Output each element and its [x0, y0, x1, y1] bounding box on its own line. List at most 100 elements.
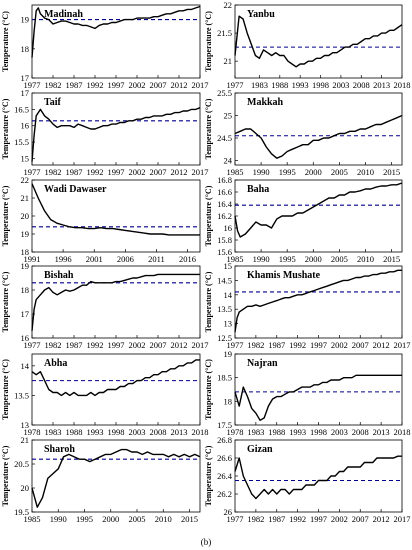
- x-tick-label: 1983: [251, 80, 268, 90]
- x-tick-label: 2007: [352, 340, 369, 350]
- y-tick-label: 13.5: [217, 304, 232, 314]
- panel-title: Khamis Mushate: [247, 270, 321, 281]
- y-tick-label: 26.4: [217, 471, 233, 481]
- panel-title: Makkah: [247, 97, 284, 108]
- x-tick-label: 1993: [289, 427, 306, 437]
- x-tick-label: 1997: [108, 80, 125, 90]
- y-tick-label: 14: [224, 290, 233, 300]
- series-line: [31, 107, 201, 162]
- x-tick-label: 1985: [227, 254, 244, 264]
- x-tick-label: 1977: [227, 80, 244, 90]
- y-tick-label: 18: [21, 285, 30, 295]
- y-tick-label: 15.6: [217, 247, 232, 257]
- panel-bishah: 16 17 18 19 1977 1982 1987 1992 1997 2002 2007 2012…: [1, 261, 209, 350]
- x-tick-label: 1985: [24, 514, 41, 524]
- x-tick-label: 2017: [192, 167, 209, 177]
- series-line: [31, 448, 201, 508]
- panel-sharoh: 19.5 20 20.5 21 1985 1990 1995 2000 2005 2010 2015…: [1, 435, 201, 524]
- y-tick-label: 16.8: [217, 175, 232, 185]
- x-tick-label: 1977: [24, 80, 41, 90]
- x-tick-label: 1995: [279, 167, 296, 177]
- y-tick-label: 13: [21, 420, 30, 430]
- y-tick-label: 15.8: [217, 235, 232, 245]
- x-tick-label: 1991: [24, 254, 41, 264]
- y-tick-label: 19: [21, 261, 30, 271]
- panel-title: Wadi Dawaser: [44, 184, 107, 195]
- series-line: [234, 114, 403, 159]
- x-tick-label: 2013: [373, 80, 390, 90]
- y-axis-label: Temperature (°C): [204, 11, 213, 72]
- x-tick-label: 1992: [289, 514, 306, 524]
- x-tick-label: 1987: [66, 80, 83, 90]
- panel-title: Abha: [44, 358, 67, 369]
- y-tick-label: 16: [21, 333, 30, 343]
- x-tick-label: 2008: [150, 427, 167, 437]
- y-tick-label: 15: [21, 153, 30, 163]
- x-tick-label: 2003: [332, 80, 349, 90]
- series-line: [234, 374, 402, 421]
- series-line: [31, 183, 200, 236]
- x-tick-label: 1998: [312, 80, 329, 90]
- x-tick-label: 1990: [50, 514, 67, 524]
- x-tick-label: 1988: [66, 427, 83, 437]
- x-tick-label: 2015: [181, 514, 198, 524]
- series-line: [31, 5, 201, 58]
- y-tick-label: 19: [21, 15, 30, 25]
- x-tick-label: 1978: [24, 427, 41, 437]
- panel-madinah: 1718192019771982198719921997200220072012…: [1, 4, 209, 90]
- x-tick-label: 2012: [171, 80, 188, 90]
- x-tick-label: 1995: [279, 254, 296, 264]
- x-tick-label: 1993: [87, 427, 104, 437]
- x-tick-label: 2017: [192, 80, 209, 90]
- y-tick-label: 26.8: [217, 435, 232, 445]
- x-tick-label: 2011: [148, 254, 165, 264]
- panel-gizan: 26 26.2 26.4 26.6 26.8 1977 1982 1987 1992 1997 20…: [204, 435, 411, 524]
- y-tick-label: 18.5: [217, 373, 232, 383]
- x-tick-label: 2018: [394, 80, 411, 90]
- x-tick-label: 1982: [45, 340, 62, 350]
- panel-abha: 13 13.5 14 1978 1983 1988 1993 1998 2003 2008 2013…: [1, 353, 209, 437]
- panel-title: Yanbu: [247, 9, 275, 20]
- panel-khamis-mushate: 12.5 13 13.5 14 14.5 15 1977 1982 1987 1992 1997 20…: [204, 261, 411, 350]
- y-axis-label: Temperature (°C): [204, 359, 213, 420]
- panel-title: Bishah: [44, 270, 74, 281]
- x-tick-label: 2015: [383, 254, 400, 264]
- y-tick-label: 19: [21, 229, 30, 239]
- x-tick-label: 2005: [331, 254, 348, 264]
- y-tick-label: 19.5: [14, 507, 29, 517]
- panel-makkah: 24 24.5 25 25.5 1985 1990 1995 2000 2005 2010 2015…: [204, 88, 403, 177]
- x-tick-label: 1990: [253, 167, 270, 177]
- x-tick-label: 1988: [268, 427, 285, 437]
- series-line: [234, 15, 403, 68]
- x-tick-label: 2018: [394, 427, 411, 437]
- y-axis-label: Temperature (°C): [204, 98, 213, 159]
- x-tick-label: 1977: [227, 340, 244, 350]
- x-tick-label: 2003: [129, 427, 146, 437]
- x-tick-label: 1982: [45, 80, 62, 90]
- x-tick-label: 1982: [247, 514, 264, 524]
- x-tick-label: 1977: [24, 340, 41, 350]
- x-tick-label: 1982: [247, 340, 264, 350]
- y-tick-label: 17: [21, 73, 30, 83]
- y-tick-label: 19: [224, 349, 233, 359]
- y-tick-label: 22: [21, 175, 30, 185]
- x-tick-label: 1985: [227, 167, 244, 177]
- y-tick-label: 17: [21, 309, 30, 319]
- plot-frame: [234, 4, 403, 79]
- y-axis-label: Temperature (°C): [204, 185, 213, 246]
- y-tick-label: 20: [21, 211, 30, 221]
- x-tick-label: 2013: [171, 427, 188, 437]
- x-tick-label: 1992: [87, 167, 104, 177]
- x-tick-label: 1997: [310, 340, 327, 350]
- y-tick-label: 26.6: [217, 453, 232, 463]
- x-tick-label: 2012: [373, 514, 390, 524]
- x-tick-label: 2000: [305, 167, 322, 177]
- x-tick-label: 2017: [394, 340, 411, 350]
- plot-frame: [234, 92, 403, 166]
- y-tick-label: 18: [224, 396, 233, 406]
- x-tick-label: 2018: [192, 427, 209, 437]
- y-axis-label: Temperature (°C): [204, 445, 213, 506]
- y-axis-label: Temperature (°C): [1, 359, 10, 420]
- x-tick-label: 2012: [373, 340, 390, 350]
